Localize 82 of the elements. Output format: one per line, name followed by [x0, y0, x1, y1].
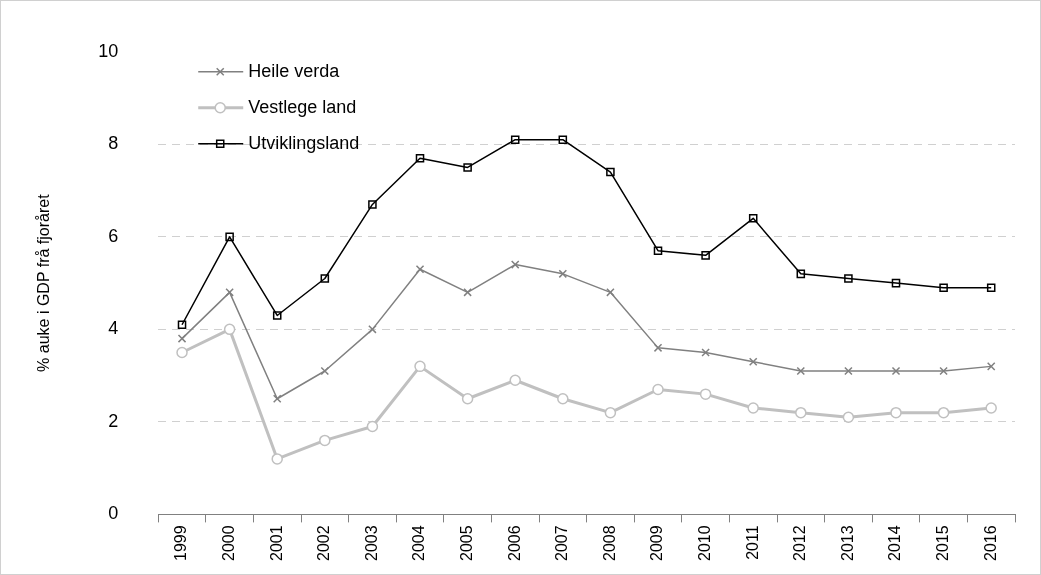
- y-axis-title: % auke i GDP frå fjoråret: [35, 193, 53, 372]
- x-tick-label: 2013: [838, 525, 856, 561]
- point: [223, 323, 236, 336]
- point: [463, 288, 472, 297]
- y-tick-label: 0: [108, 503, 119, 524]
- x-tick-label: 2012: [791, 525, 809, 561]
- point: [796, 366, 806, 376]
- y-tick-label: 2: [108, 410, 119, 431]
- point: [891, 366, 901, 376]
- point: [606, 288, 615, 297]
- x-tick-label: 2010: [696, 525, 714, 561]
- point: [748, 357, 758, 367]
- point: [366, 420, 379, 433]
- point: [225, 232, 234, 242]
- x-tick-label: 2016: [981, 525, 999, 561]
- point: [558, 269, 568, 279]
- point: [461, 393, 474, 405]
- point: [891, 278, 901, 288]
- point: [176, 346, 188, 359]
- x-tick-label: 2014: [886, 525, 904, 561]
- x-tick-label: 2005: [458, 525, 476, 561]
- point: [415, 153, 425, 163]
- legend-label: Heile verda: [248, 60, 341, 81]
- point: [985, 402, 997, 414]
- point: [557, 393, 569, 405]
- x-tick-label: 1999: [172, 525, 190, 561]
- point: [653, 246, 663, 256]
- point: [844, 274, 853, 283]
- point: [272, 311, 282, 320]
- point: [225, 288, 234, 297]
- point: [747, 402, 759, 414]
- x-tick-label: 2000: [220, 525, 238, 561]
- point: [653, 343, 663, 353]
- x-tick-label: 2003: [362, 525, 380, 561]
- point: [937, 406, 950, 419]
- x-tick-label: 2009: [648, 525, 666, 561]
- point: [701, 348, 710, 357]
- point: [319, 434, 331, 447]
- point: [272, 394, 282, 404]
- y-tick-label: 4: [108, 318, 119, 339]
- x-tick-label: 2002: [315, 525, 333, 561]
- point: [890, 406, 902, 419]
- x-tick-label: 2001: [267, 525, 285, 561]
- legend-label: Vestlege land: [248, 96, 357, 117]
- point: [796, 269, 806, 279]
- point: [177, 320, 187, 330]
- point: [271, 453, 283, 465]
- x-tick-label: 2011: [743, 525, 761, 560]
- point: [415, 264, 425, 274]
- point: [463, 163, 472, 172]
- x-tick-label: 2006: [505, 525, 523, 561]
- y-tick-label: 10: [98, 40, 119, 61]
- point: [986, 283, 996, 293]
- point: [939, 283, 948, 293]
- point: [558, 135, 568, 144]
- y-tick-label: 6: [108, 225, 119, 246]
- point: [414, 360, 426, 373]
- x-tick-label: 2008: [600, 525, 618, 561]
- point: [368, 200, 377, 209]
- point: [604, 406, 617, 419]
- point: [509, 374, 521, 386]
- x-tick-label: 2007: [553, 525, 571, 561]
- legend-label: Utviklingsland: [248, 132, 360, 153]
- point: [652, 383, 664, 396]
- x-tick-label: 2015: [934, 525, 952, 561]
- y-tick-label: 8: [108, 133, 119, 154]
- point: [748, 214, 758, 223]
- x-tick-label: 2004: [410, 525, 428, 561]
- point: [939, 366, 948, 376]
- point: [699, 388, 712, 400]
- point: [510, 135, 520, 144]
- point: [986, 362, 996, 371]
- point: [320, 366, 330, 376]
- point: [844, 366, 853, 376]
- point: [368, 325, 377, 334]
- point: [606, 167, 615, 177]
- point: [510, 260, 520, 269]
- point: [795, 406, 807, 419]
- point: [320, 274, 330, 283]
- point: [177, 334, 187, 343]
- point: [701, 251, 710, 260]
- point: [842, 411, 855, 424]
